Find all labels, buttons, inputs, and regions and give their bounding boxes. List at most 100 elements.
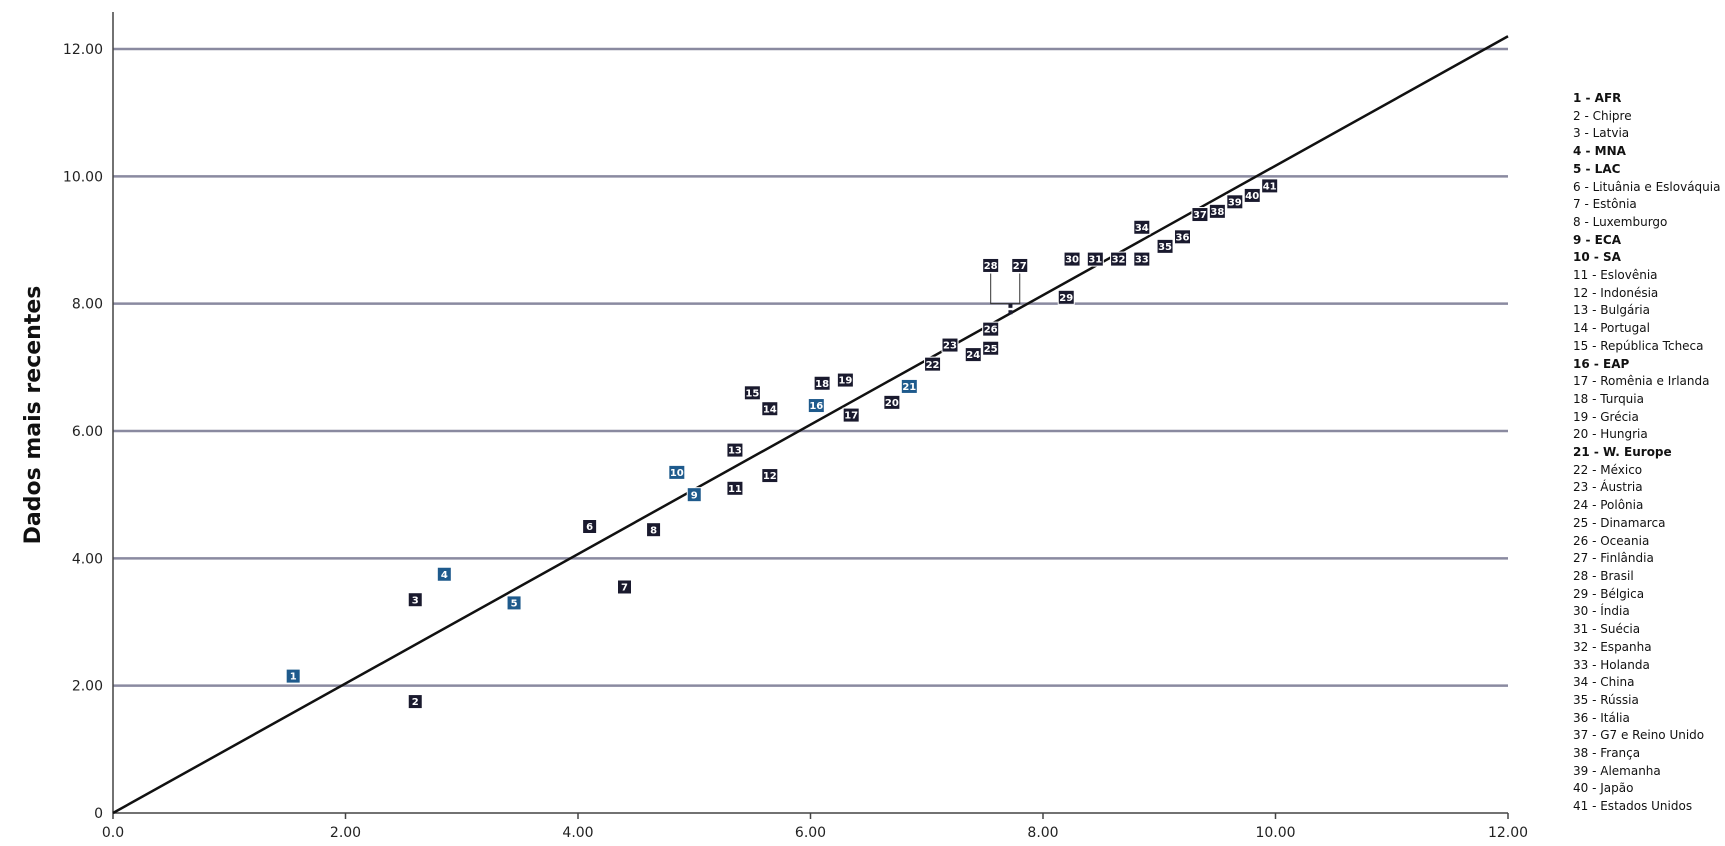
x-tick-label: 4.00 [562, 825, 593, 841]
legend-item-38: 38 - França [1573, 746, 1641, 761]
data-point-29: 29 [1057, 289, 1075, 305]
point-marker [1243, 187, 1261, 203]
point-label: 27 [1013, 261, 1027, 272]
data-point-18: 18 [813, 375, 831, 391]
point-marker [617, 579, 632, 595]
legend-item-31: 31 - Suécia [1573, 622, 1641, 637]
point-label: 8 [650, 525, 657, 536]
point-label: 20 [885, 398, 899, 409]
point-marker [1208, 203, 1226, 219]
legend-item-1: 1 - AFR [1573, 91, 1622, 105]
point-marker [582, 519, 598, 534]
data-point-15: 15 [743, 385, 761, 401]
legend-item-35: 35 - Rússia [1573, 692, 1639, 707]
point-label: 24 [966, 350, 980, 361]
data-point-5: 5 [506, 595, 522, 611]
point-label: 6 [586, 522, 593, 533]
point-marker [842, 407, 860, 423]
data-point-23: 23 [941, 337, 959, 353]
data-point-21: 21 [900, 378, 918, 394]
point-label: 21 [902, 382, 916, 393]
y-tick-label: 2.00 [72, 679, 103, 695]
point-label: 40 [1245, 191, 1259, 202]
legend-item-20: 20 - Hungria [1573, 427, 1648, 442]
point-label: 28 [984, 261, 998, 272]
legend-item-21: 21 - W. Europe [1573, 445, 1672, 460]
point-label: 4 [441, 570, 448, 581]
point-label: 3 [412, 595, 419, 606]
legend-item-26: 26 - Oceania [1573, 533, 1650, 548]
legend-item-7: 7 - Estônia [1573, 197, 1637, 212]
legend-item-36: 36 - Itália [1573, 710, 1630, 725]
y-tick-label: 4.00 [72, 551, 103, 567]
y-tick-label: 8.00 [72, 297, 103, 313]
bracket-dot [1008, 310, 1013, 315]
point-label: 23 [943, 341, 957, 352]
data-point-34: 34 [1133, 219, 1151, 235]
point-label: 25 [984, 344, 998, 355]
legend-item-39: 39 - Alemanha [1573, 763, 1661, 778]
point-marker [761, 401, 779, 417]
legend: 1 - AFR 2 - Chipre 3 - Latvia 4 - MNA 5 - LA… [1573, 90, 1723, 816]
data-point-10: 10 [668, 464, 686, 480]
legend-item-14: 14 - Portugal [1573, 321, 1650, 336]
data-point-26: 26 [982, 321, 1000, 337]
data-point-16: 16 [807, 398, 825, 414]
data-point-39: 39 [1226, 194, 1244, 210]
point-marker [726, 480, 744, 496]
y-tick-label: 12.00 [63, 42, 103, 58]
point-label: 18 [815, 379, 829, 390]
legend-item-13: 13 - Bulgária [1573, 303, 1650, 318]
data-point-37: 37 [1191, 207, 1209, 223]
data-point-3: 3 [407, 592, 423, 608]
reference-line [112, 35, 1509, 815]
point-marker [1174, 229, 1191, 245]
legend-item-3: 3 - Latvia [1573, 126, 1630, 141]
y-tick-label: 6.00 [72, 424, 103, 440]
point-marker [1226, 194, 1244, 210]
point-label: 36 [1176, 232, 1190, 243]
point-label: 22 [926, 360, 940, 371]
legend-item-41: 41 - Estados Unidos [1573, 799, 1693, 814]
point-label: 41 [1263, 181, 1277, 192]
legend-item-5: 5 - LAC [1573, 161, 1621, 176]
point-marker [743, 385, 761, 401]
point-label: 34 [1135, 223, 1149, 234]
legend-item-15: 15 - República Tcheca [1573, 338, 1704, 353]
data-point-33: 33 [1133, 251, 1151, 267]
legend-item-27: 27 - Finlândia [1573, 551, 1654, 566]
legend-item-9: 9 - ECA [1573, 232, 1621, 247]
tick-labels: 0.0 2.00 4.00 6.00 8.00 10.00 12.00 0 2.00 4.00 6.… [63, 42, 1528, 841]
legend-item-22: 22 - México [1573, 462, 1643, 477]
data-point-4: 4 [436, 566, 452, 582]
point-marker [1133, 219, 1151, 235]
data-point-30: 30 [1063, 251, 1081, 267]
data-point-25: 25 [982, 340, 1000, 356]
legend-item-10: 10 - SA [1573, 250, 1621, 265]
data-point-17: 17 [842, 407, 860, 423]
legend-item-11: 11 - Eslovênia [1573, 268, 1658, 283]
data-point-1: 1 [285, 668, 301, 684]
point-marker [1086, 251, 1104, 267]
point-marker [836, 372, 854, 388]
point-label: 5 [511, 599, 518, 610]
point-marker [506, 595, 522, 611]
point-label: 33 [1135, 255, 1149, 266]
point-label: 30 [1065, 255, 1079, 266]
diagonal-reference-line [112, 35, 1509, 815]
data-point-22: 22 [924, 356, 942, 372]
point-label: 2 [412, 697, 419, 708]
legend-item-2: 2 - Chipre [1573, 108, 1632, 123]
point-marker [646, 522, 662, 538]
point-label: 35 [1158, 242, 1172, 253]
point-label: 32 [1112, 255, 1126, 266]
point-marker [807, 398, 825, 414]
legend-item-8: 8 - Luxemburgo [1573, 214, 1668, 229]
point-label: 19 [838, 376, 852, 387]
data-point-27: 27 [1011, 257, 1029, 273]
point-marker [813, 375, 831, 391]
point-label: 17 [844, 411, 858, 422]
legend-item-29: 29 - Bélgica [1573, 586, 1645, 601]
point-marker [1011, 257, 1029, 273]
point-label: 26 [984, 325, 998, 336]
